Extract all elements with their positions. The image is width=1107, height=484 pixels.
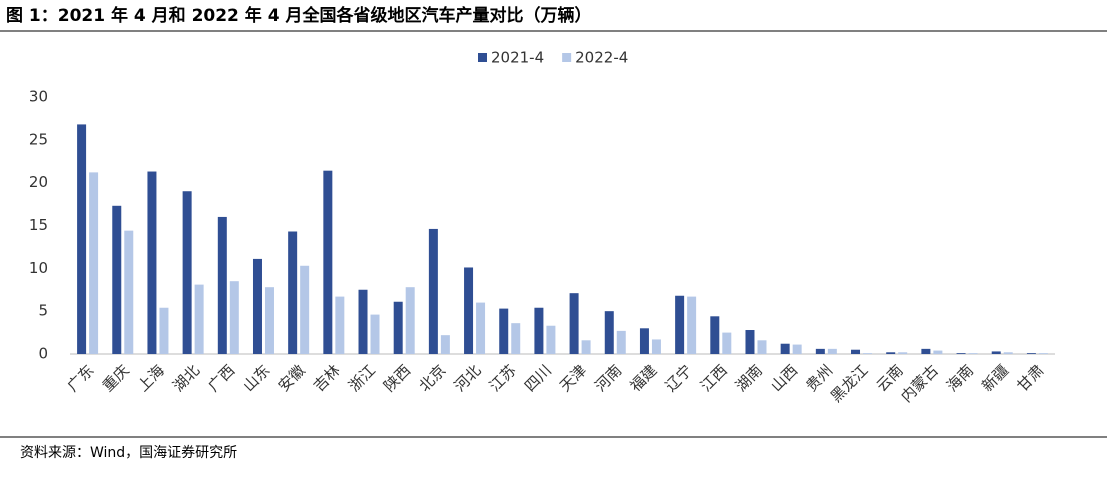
bar xyxy=(323,170,333,354)
bar xyxy=(710,316,720,354)
bar xyxy=(933,350,943,354)
bar xyxy=(335,296,345,354)
bar xyxy=(639,328,649,354)
source: 资料来源：Wind，国海证券研究所 xyxy=(20,445,237,461)
y-tick-label: 30 xyxy=(29,88,48,106)
x-tick-label: 河北 xyxy=(451,361,485,395)
bar xyxy=(194,284,204,354)
bar xyxy=(252,258,262,354)
x-tick-label: 陕西 xyxy=(380,361,414,395)
x-tick-label: 黑龙江 xyxy=(827,361,872,406)
bar xyxy=(264,287,274,354)
bar xyxy=(499,308,509,354)
x-tick-label: 甘肃 xyxy=(1013,361,1047,395)
bar xyxy=(581,340,591,354)
bar xyxy=(569,293,579,354)
bar xyxy=(124,230,134,354)
bar xyxy=(898,352,908,354)
bar xyxy=(288,231,298,354)
bar xyxy=(792,344,802,354)
x-tick-label: 天津 xyxy=(556,361,590,395)
x-tick-label: 重庆 xyxy=(99,361,133,395)
bar xyxy=(393,301,403,354)
bar xyxy=(687,296,697,354)
bar xyxy=(886,352,896,354)
bar xyxy=(77,124,87,354)
bar xyxy=(546,325,556,354)
bar xyxy=(358,289,368,354)
bar xyxy=(780,343,790,354)
bar xyxy=(815,348,825,354)
y-tick-label: 10 xyxy=(29,259,48,277)
legend-label: 2022-4 xyxy=(575,49,628,67)
bar xyxy=(428,228,438,354)
bar xyxy=(511,323,521,354)
x-tick-label: 安徽 xyxy=(275,361,309,395)
x-tick-label: 山东 xyxy=(240,361,274,395)
bar xyxy=(534,307,544,354)
bar xyxy=(159,307,169,354)
x-tick-label: 新疆 xyxy=(978,361,1012,395)
bar xyxy=(1003,352,1013,354)
legend-swatch xyxy=(562,53,572,62)
bar xyxy=(1038,353,1048,354)
bar xyxy=(921,348,931,354)
bar xyxy=(757,340,767,354)
bar xyxy=(1026,353,1036,354)
bar xyxy=(300,265,310,354)
bar xyxy=(675,295,685,354)
bar xyxy=(851,349,861,354)
y-tick-label: 20 xyxy=(29,173,48,191)
bar xyxy=(651,339,661,354)
x-tick-label: 海南 xyxy=(943,361,977,395)
x-tick-label: 广西 xyxy=(204,361,238,395)
x-tick-label: 湖南 xyxy=(732,361,766,395)
bar xyxy=(182,191,192,354)
y-tick-label: 0 xyxy=(38,345,48,363)
x-tick-label: 四川 xyxy=(521,361,555,395)
y-tick-label: 25 xyxy=(29,130,48,148)
bar xyxy=(956,353,966,354)
bar xyxy=(147,171,157,354)
y-tick-label: 15 xyxy=(29,216,48,234)
bar xyxy=(968,353,978,354)
bar xyxy=(405,287,415,354)
x-tick-label: 江西 xyxy=(697,361,731,395)
bar xyxy=(991,351,1001,354)
x-tick-label: 河南 xyxy=(591,361,625,395)
bar xyxy=(229,281,239,354)
bar xyxy=(827,348,837,354)
bar xyxy=(722,332,732,354)
legend-label: 2021-4 xyxy=(491,49,544,67)
x-tick-label: 辽宁 xyxy=(662,361,696,395)
bar xyxy=(863,353,873,354)
x-tick-label: 内蒙古 xyxy=(897,361,942,406)
bar xyxy=(616,330,626,354)
legend-swatch xyxy=(478,53,487,62)
bar xyxy=(217,216,227,354)
bar xyxy=(745,330,755,354)
x-tick-label: 湖北 xyxy=(169,361,203,395)
x-tick-label: 北京 xyxy=(415,361,449,395)
x-tick-label: 广东 xyxy=(64,361,98,395)
x-tick-label: 福建 xyxy=(627,361,661,395)
bar xyxy=(464,267,474,354)
bar xyxy=(604,311,614,354)
bar xyxy=(476,302,486,354)
x-tick-label: 吉林 xyxy=(310,361,344,395)
bar xyxy=(440,335,450,354)
bar xyxy=(112,205,122,354)
chart-title: 图 1：2021 年 4 月和 2022 年 4 月全国各省级地区汽车产量对比（… xyxy=(6,5,591,26)
x-tick-label: 山西 xyxy=(767,361,801,395)
bar xyxy=(89,172,99,354)
bar xyxy=(370,314,380,354)
y-tick-label: 5 xyxy=(38,302,48,320)
x-tick-label: 江苏 xyxy=(486,361,520,395)
x-tick-label: 上海 xyxy=(134,361,168,395)
x-tick-label: 浙江 xyxy=(345,361,379,395)
